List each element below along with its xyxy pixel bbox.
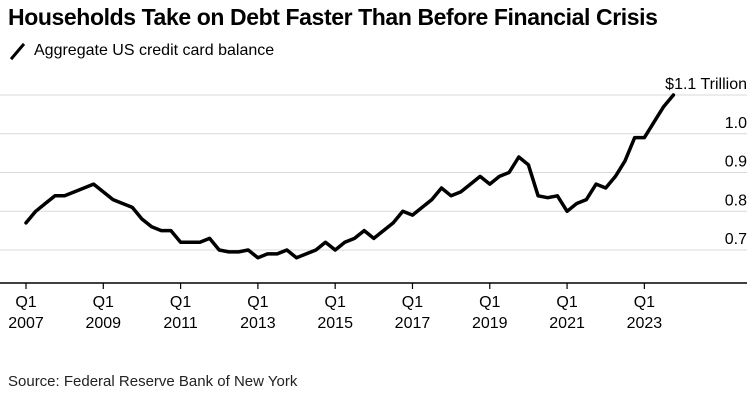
chart-legend: Aggregate US credit card balance bbox=[10, 40, 274, 62]
y-tick-label: $1.1 Trillion bbox=[665, 76, 747, 93]
y-tick-label: 0.8 bbox=[725, 192, 747, 209]
y-tick-label: 0.7 bbox=[725, 231, 747, 248]
gridlines bbox=[0, 94, 747, 284]
x-tick-year-label: 2023 bbox=[627, 315, 663, 332]
x-tick-quarter-label: Q1 bbox=[247, 294, 268, 311]
x-tick-quarter-label: Q1 bbox=[93, 294, 114, 311]
y-tick-label: 0.9 bbox=[725, 154, 747, 171]
x-tick-year-label: 2007 bbox=[8, 315, 44, 332]
credit-card-balance-line bbox=[24, 93, 676, 260]
y-tick-label: 1.0 bbox=[725, 115, 747, 132]
line-chart: 0.70.80.91.0$1.1 Trillion Q12007Q12009Q1… bbox=[0, 76, 747, 332]
series-layer bbox=[24, 93, 676, 260]
legend-label: Aggregate US credit card balance bbox=[34, 42, 275, 59]
x-tick-year-label: 2015 bbox=[317, 315, 353, 332]
x-tick-quarter-label: Q1 bbox=[325, 294, 346, 311]
x-tick-year-label: 2019 bbox=[472, 315, 508, 332]
x-tick-quarter-label: Q1 bbox=[556, 294, 577, 311]
x-tick-year-label: 2017 bbox=[395, 315, 431, 332]
x-axis-ticks: Q1 2007 Q1 2009 Q1 2011 Q1 2013 Q1 2015 Q1 2017 Q1 20… bbox=[8, 283, 662, 332]
x-tick-quarter-label: Q1 bbox=[15, 294, 36, 311]
x-tick-year-label: 2021 bbox=[549, 315, 585, 332]
source-note: Source: Federal Reserve Bank of New York bbox=[8, 373, 298, 390]
y-axis-ticks: 0.7 0.8 0.9 1.0 $1.1 Trillion bbox=[665, 76, 747, 248]
x-tick-year-label: 2013 bbox=[240, 315, 276, 332]
legend-line-swatch bbox=[10, 42, 26, 61]
x-tick-year-label: 2009 bbox=[85, 315, 121, 332]
x-tick-quarter-label: Q1 bbox=[479, 294, 500, 311]
x-tick-quarter-label: Q1 bbox=[170, 294, 191, 311]
chart-title: Households Take on Debt Faster Than Befo… bbox=[8, 4, 658, 30]
x-tick-year-label: 2011 bbox=[163, 315, 198, 332]
x-tick-quarter-label: Q1 bbox=[634, 294, 655, 311]
x-tick-quarter-label: Q1 bbox=[402, 294, 423, 311]
